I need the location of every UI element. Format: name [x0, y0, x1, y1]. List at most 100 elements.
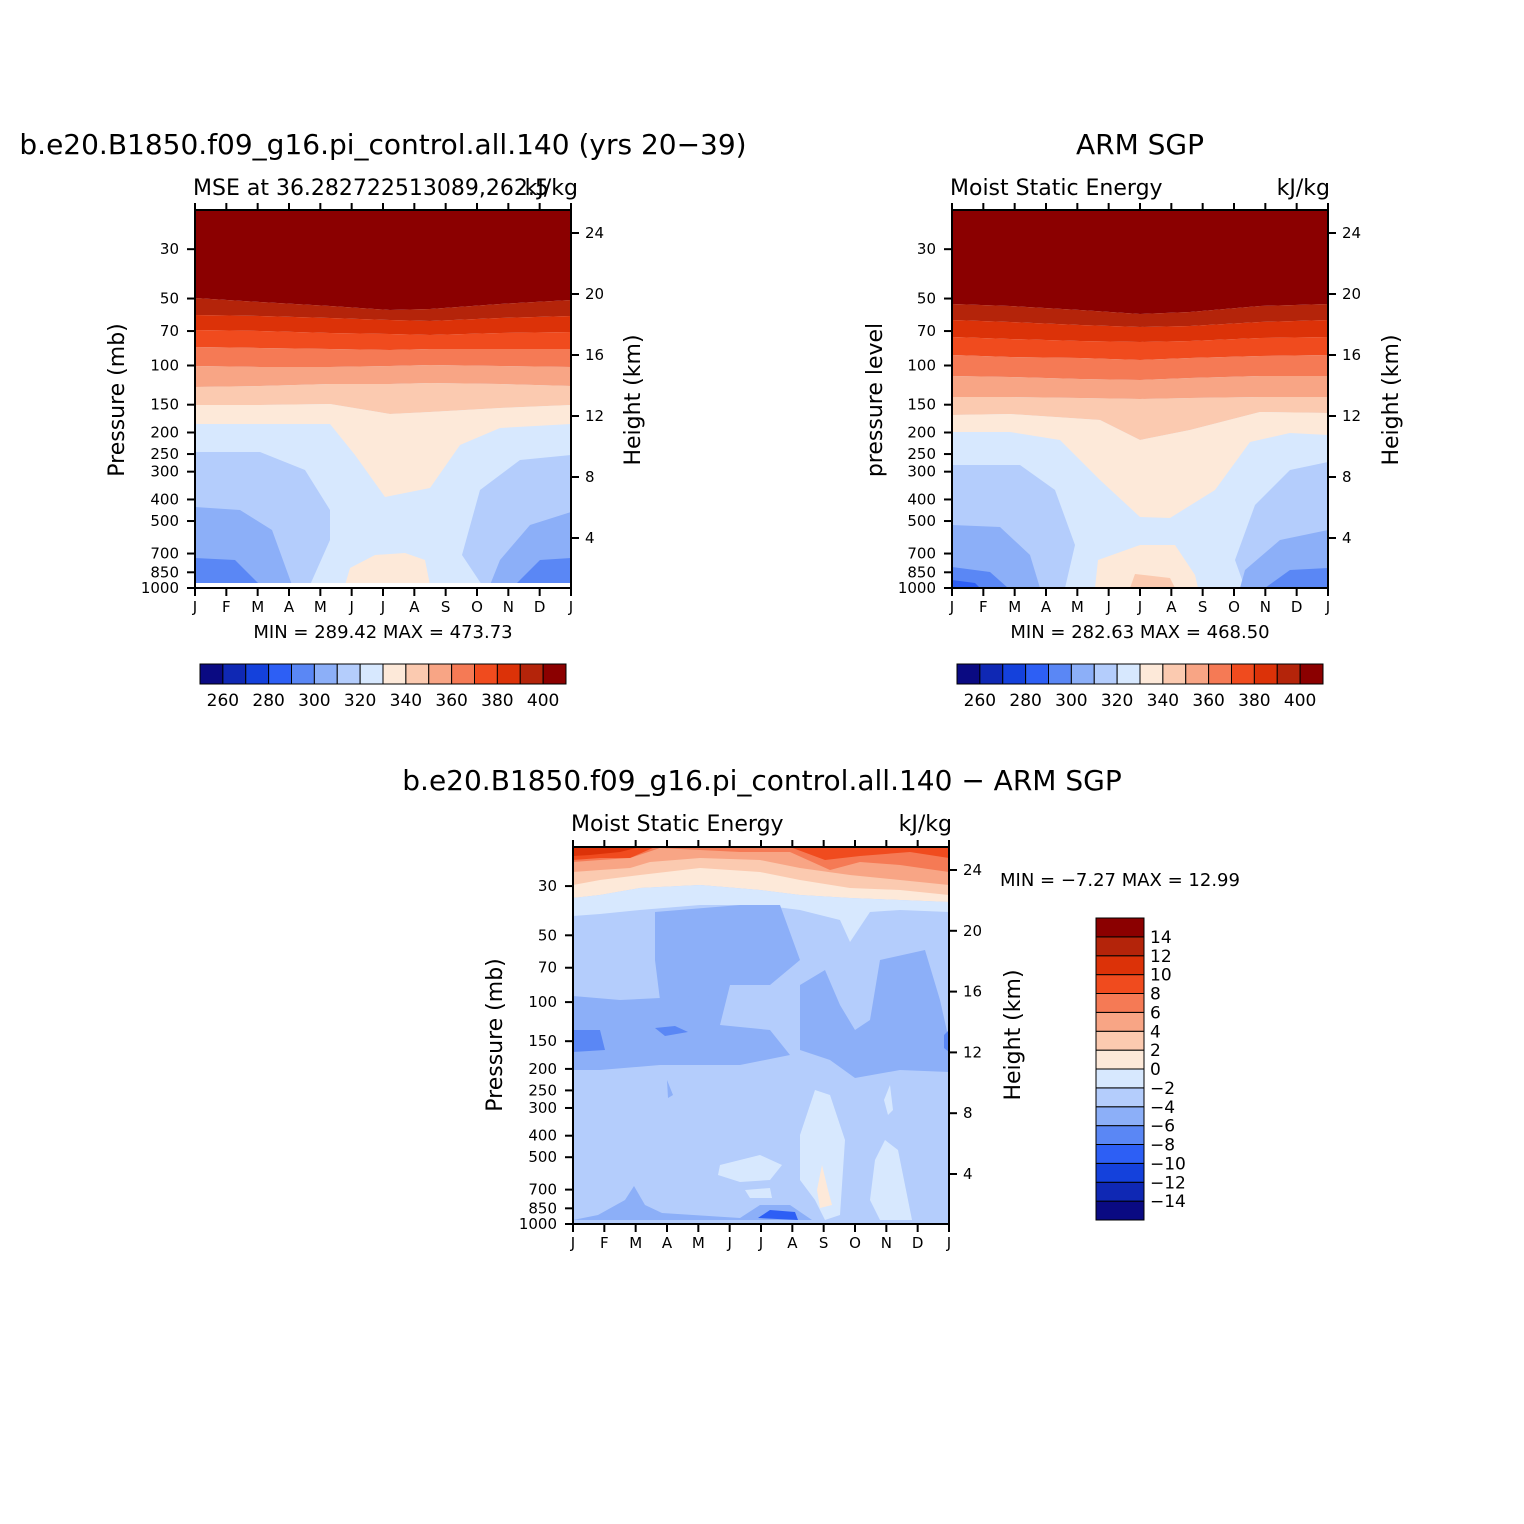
x-tick-label: F	[222, 598, 231, 616]
y-tick-label: 400	[150, 490, 179, 508]
y-tick-label: 1000	[141, 579, 179, 597]
colorbar-swatch	[1095, 974, 1145, 994]
x-tick-label: S	[1198, 598, 1208, 616]
y-tick-label: 150	[150, 396, 179, 414]
y-tick-label: 1000	[898, 579, 936, 597]
y2-tick-label: 16	[963, 983, 982, 1001]
y2-tick-label: 20	[963, 922, 982, 940]
y2-tick-label: 20	[1342, 285, 1361, 303]
right-ylabel: pressure level	[863, 323, 888, 477]
right-title: ARM SGP	[1076, 128, 1204, 161]
colorbar-swatch	[1070, 663, 1095, 685]
x-tick-label: F	[600, 1234, 609, 1252]
right-colorbar: 260 280 300 320 340 360 380 400	[956, 663, 1324, 711]
colorbar-swatch	[1299, 663, 1324, 685]
colorbar-swatch	[1025, 663, 1049, 685]
diff-subtitle: Moist Static Energy	[571, 812, 784, 837]
colorbar-swatch	[1095, 1049, 1145, 1070]
diff-ylabel: Pressure (mb)	[483, 958, 508, 1112]
colorbar-label: 12	[1150, 947, 1172, 967]
colorbar-swatch	[1048, 663, 1072, 685]
colorbar-swatch	[1231, 663, 1255, 685]
colorbar-swatch	[359, 663, 384, 685]
right-ylabel-right: Height (km)	[1379, 334, 1404, 465]
colorbar-swatch	[1162, 663, 1187, 685]
x-tick-label: A	[662, 1234, 673, 1252]
x-tick-label: S	[819, 1234, 829, 1252]
y-tick-label: 30	[917, 240, 936, 258]
left-colorbar: 260 280 300 320 340 360 380 400	[199, 663, 567, 711]
y2-tick-label: 8	[1342, 468, 1352, 486]
x-tick-label: S	[441, 598, 451, 616]
y-tick-label: 700	[150, 545, 179, 563]
y-tick-label: 400	[528, 1127, 557, 1145]
y2-tick-label: 24	[1342, 224, 1361, 242]
y-tick-label: 100	[528, 993, 557, 1011]
y-tick-label: 400	[907, 490, 936, 508]
colorbar-label: 300	[1055, 691, 1087, 711]
colorbar-label: 380	[481, 691, 513, 711]
x-tick-label: D	[1291, 598, 1303, 616]
right-units: kJ/kg	[1277, 176, 1330, 201]
colorbar-label: 260	[964, 691, 996, 711]
y-tick-label: 1000	[519, 1215, 557, 1233]
colorbar-label: −2	[1150, 1079, 1175, 1099]
left-panel: b.e20.B1850.f09_g16.pi_control.all.140 (…	[19, 128, 746, 711]
y-tick-label: 70	[917, 322, 936, 340]
colorbar-label: −6	[1150, 1117, 1175, 1137]
diff-plot-fill	[572, 846, 950, 1225]
y2-tick-label: 4	[585, 529, 595, 547]
colorbar-swatch	[1095, 1144, 1145, 1164]
y2-tick-label: 24	[963, 861, 982, 879]
colorbar-label: −14	[1150, 1192, 1186, 1212]
colorbar-swatch	[1095, 917, 1145, 938]
colorbar-swatch	[1095, 1030, 1145, 1051]
colorbar-swatch	[1139, 663, 1164, 685]
y2-tick-label: 16	[585, 346, 604, 364]
y2-tick-label: 8	[963, 1104, 973, 1122]
colorbar-swatch	[1093, 663, 1118, 685]
y-tick-label: 850	[907, 563, 936, 581]
y-tick-label: 700	[528, 1181, 557, 1199]
colorbar-swatch	[956, 663, 981, 685]
colorbar-swatch	[1095, 1181, 1145, 1202]
y-tick-label: 50	[538, 926, 557, 944]
colorbar-swatch	[1276, 663, 1301, 685]
x-tick-label: J	[726, 1234, 731, 1252]
colorbar-label: 320	[1101, 691, 1133, 711]
x-tick-label: A	[1166, 598, 1177, 616]
colorbar-label: 0	[1150, 1060, 1161, 1080]
y-tick-label: 300	[907, 463, 936, 481]
diff-title: b.e20.B1850.f09_g16.pi_control.all.140 −…	[402, 764, 1121, 797]
colorbar-swatch	[245, 663, 270, 685]
x-tick-label: M	[1008, 598, 1021, 616]
colorbar-label: 380	[1238, 691, 1270, 711]
colorbar-label: 300	[298, 691, 330, 711]
y-tick-label: 150	[528, 1032, 557, 1050]
y-tick-label: 100	[907, 357, 936, 375]
x-tick-label: J	[1105, 598, 1110, 616]
x-tick-label: O	[1228, 598, 1240, 616]
y-tick-label: 70	[538, 959, 557, 977]
x-tick-label: D	[912, 1234, 924, 1252]
colorbar-swatch	[474, 663, 498, 685]
x-tick-label: O	[849, 1234, 861, 1252]
y-tick-label: 200	[907, 423, 936, 441]
colorbar-swatch	[1185, 663, 1210, 685]
x-tick-label: N	[881, 1234, 892, 1252]
x-tick-label: N	[503, 598, 514, 616]
x-tick-label: O	[471, 598, 483, 616]
y-tick-label: 30	[160, 240, 179, 258]
colorbar-label: 6	[1150, 1003, 1161, 1023]
diff-panel: b.e20.B1850.f09_g16.pi_control.all.140 −…	[402, 764, 1240, 1252]
colorbar-label: 280	[1009, 691, 1041, 711]
x-tick-label: J	[946, 1234, 951, 1252]
x-tick-label: J	[1137, 598, 1142, 616]
y2-tick-label: 12	[1342, 407, 1361, 425]
colorbar-swatch	[428, 663, 453, 685]
colorbar-swatch	[291, 663, 315, 685]
y2-tick-label: 24	[585, 224, 604, 242]
